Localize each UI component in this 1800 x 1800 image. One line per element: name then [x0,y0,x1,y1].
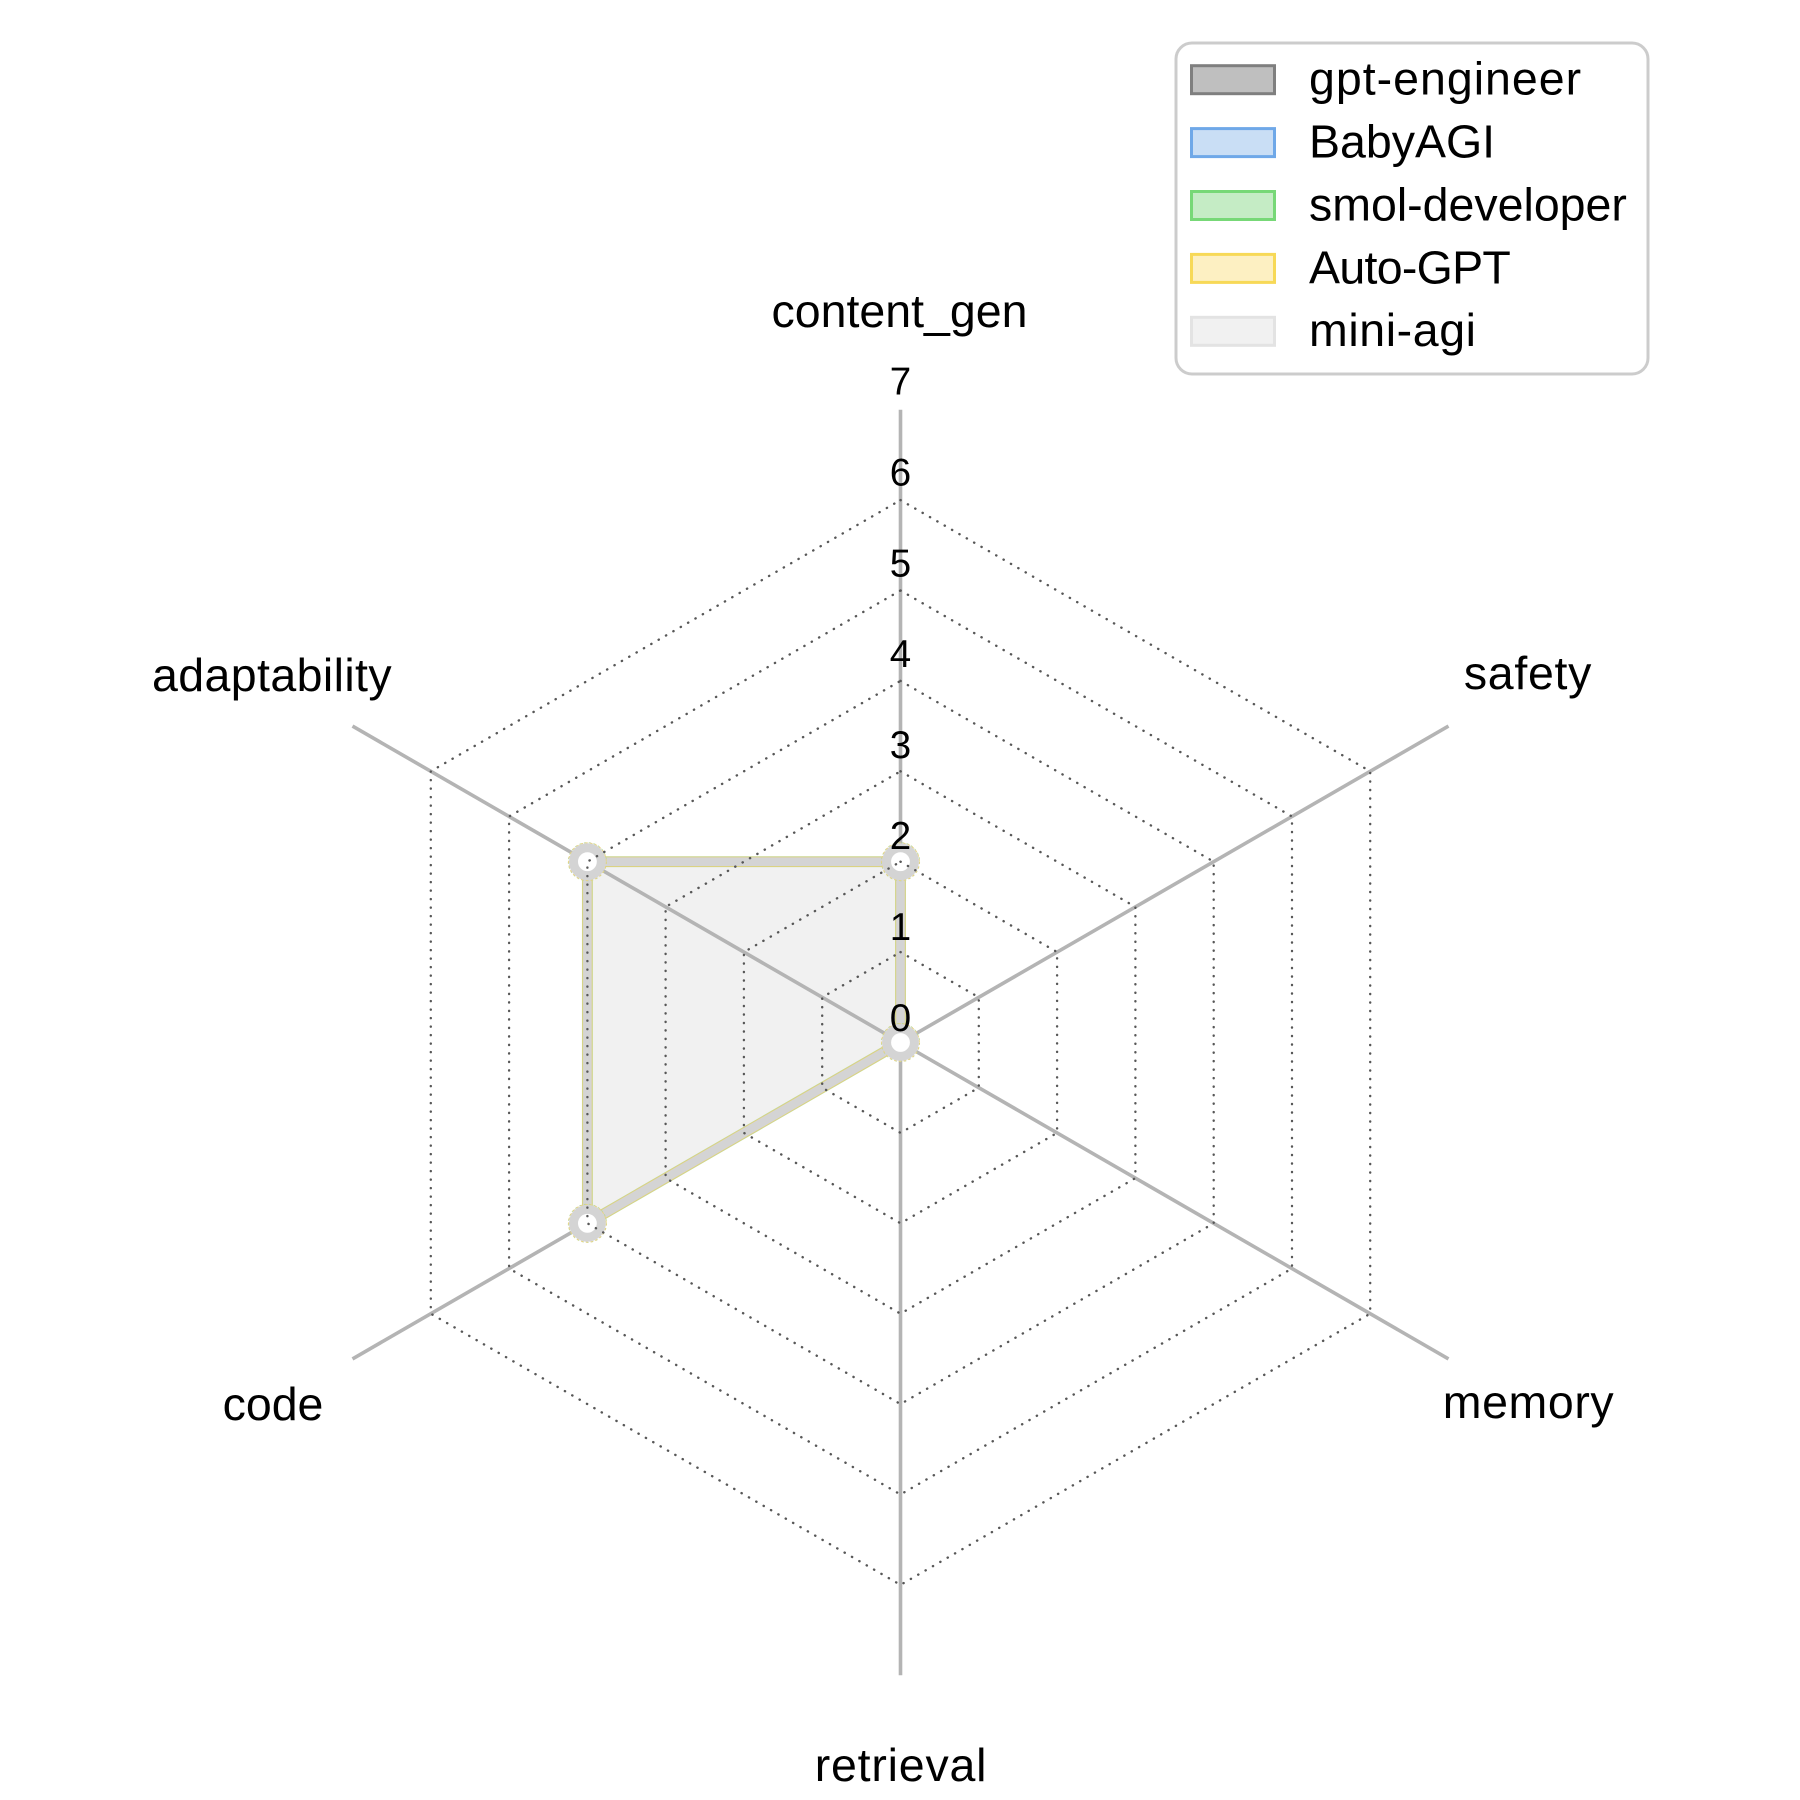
svg-text:code: code [223,1378,324,1430]
svg-text:5: 5 [890,542,911,585]
svg-text:6: 6 [890,451,911,494]
svg-text:1: 1 [890,906,911,949]
svg-text:2: 2 [890,815,911,858]
svg-text:7: 7 [890,360,911,403]
svg-text:BabyAGI: BabyAGI [1309,116,1495,168]
svg-text:gpt-engineer: gpt-engineer [1309,53,1582,105]
svg-text:memory: memory [1443,1376,1615,1428]
svg-text:smol-developer: smol-developer [1309,179,1627,231]
svg-text:content_gen: content_gen [772,285,1028,337]
svg-text:Auto-GPT: Auto-GPT [1309,242,1510,294]
svg-text:4: 4 [890,633,911,676]
svg-text:3: 3 [890,724,911,767]
svg-text:mini-agi: mini-agi [1309,304,1477,356]
svg-text:adaptability: adaptability [152,649,392,701]
svg-text:retrieval: retrieval [815,1739,988,1791]
svg-text:0: 0 [890,997,911,1040]
svg-text:safety: safety [1464,647,1592,699]
